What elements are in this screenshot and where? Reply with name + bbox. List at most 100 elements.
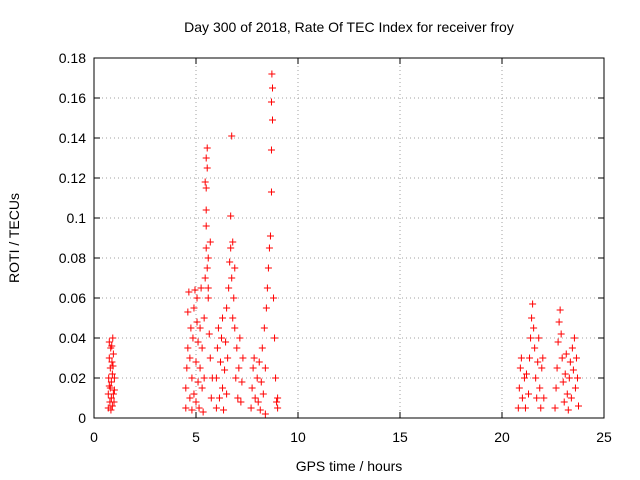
data-point (201, 274, 209, 282)
data-point (225, 284, 233, 292)
data-point (562, 350, 570, 358)
grid (94, 58, 604, 418)
y-tick-label: 0.06 (59, 290, 86, 306)
data-point (264, 264, 272, 272)
data-point (538, 364, 546, 372)
data-point (251, 394, 259, 402)
data-point (199, 408, 207, 416)
data-point (253, 374, 261, 382)
data-point (573, 374, 581, 382)
data-point (201, 178, 209, 186)
data-point (191, 286, 199, 294)
y-tick-label: 0.1 (67, 210, 87, 226)
data-point (566, 358, 574, 366)
data-point (203, 144, 211, 152)
data-point (194, 338, 202, 346)
data-point (109, 350, 117, 358)
y-tick-label: 0.12 (59, 170, 86, 186)
data-point (212, 374, 220, 382)
data-point (229, 238, 237, 246)
data-point (204, 254, 212, 262)
data-point (237, 398, 245, 406)
data-point (185, 288, 193, 296)
data-point (228, 132, 236, 140)
data-point (189, 334, 197, 342)
data-point (516, 364, 524, 372)
data-point (205, 330, 213, 338)
data-point (518, 394, 526, 402)
data-point (557, 330, 565, 338)
data-point (571, 384, 579, 392)
data-point (526, 354, 534, 362)
data-point (539, 354, 547, 362)
data-point (248, 384, 256, 392)
data-point (105, 338, 113, 346)
data-point (215, 394, 223, 402)
data-point (274, 394, 282, 402)
data-point (109, 390, 117, 398)
data-point (227, 212, 235, 220)
data-point (232, 374, 240, 382)
x-axis-label: GPS time / hours (296, 458, 403, 474)
data-point (559, 378, 567, 386)
data-point (565, 374, 573, 382)
data-point (222, 338, 230, 346)
data-point (202, 154, 210, 162)
y-axis-label: ROTI / TECUs (6, 193, 22, 283)
data-point (258, 344, 266, 352)
data-point (257, 378, 265, 386)
data-point (250, 354, 258, 362)
data-point (540, 394, 548, 402)
data-point (525, 390, 533, 398)
data-point (515, 384, 523, 392)
data-point (527, 334, 535, 342)
data-points (104, 70, 582, 418)
data-point (558, 354, 566, 362)
data-point (202, 222, 210, 230)
data-point (202, 206, 210, 214)
data-point (200, 314, 208, 322)
data-point (274, 404, 282, 412)
data-point (535, 334, 543, 342)
data-point (532, 374, 540, 382)
data-point (560, 398, 568, 406)
data-point (514, 404, 522, 412)
data-point (531, 344, 539, 352)
data-point (207, 394, 215, 402)
data-point (203, 264, 211, 272)
x-tick-label: 5 (192, 429, 200, 445)
data-point (255, 358, 263, 366)
data-point (263, 284, 271, 292)
data-point (221, 366, 229, 374)
data-point (223, 390, 231, 398)
data-point (223, 304, 231, 312)
data-point (265, 244, 273, 252)
data-point (219, 384, 227, 392)
data-point (194, 378, 202, 386)
data-point (110, 374, 118, 382)
data-point (214, 324, 222, 332)
data-point (105, 354, 113, 362)
data-point (187, 324, 195, 332)
y-tick-label: 0.16 (59, 90, 86, 106)
data-point (216, 358, 224, 366)
data-point (570, 334, 578, 342)
data-point (230, 294, 238, 302)
data-point (188, 406, 196, 414)
data-point (107, 406, 115, 414)
data-point (238, 378, 246, 386)
data-point (239, 354, 247, 362)
x-tick-label: 10 (290, 429, 306, 445)
data-point (193, 294, 201, 302)
y-tick-label: 0.14 (59, 130, 86, 146)
data-point (267, 98, 275, 106)
data-point (195, 404, 203, 412)
data-point (522, 370, 530, 378)
data-point (267, 188, 275, 196)
data-point (528, 314, 536, 322)
data-point (568, 344, 576, 352)
data-point (107, 378, 115, 386)
data-point (188, 374, 196, 382)
data-point (186, 354, 194, 362)
